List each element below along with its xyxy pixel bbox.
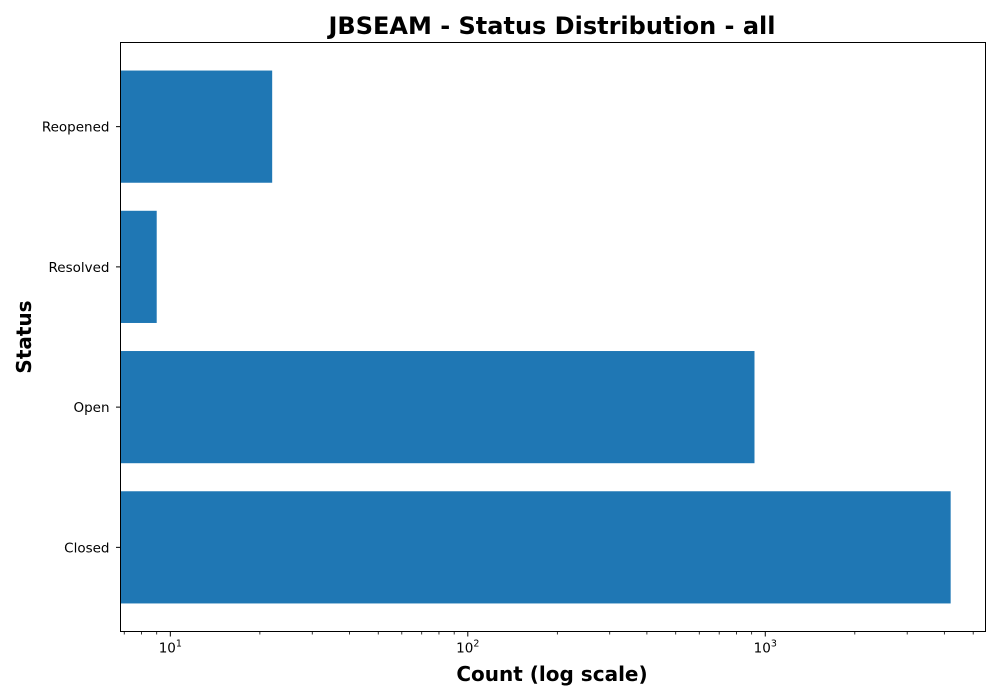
y-axis-ticks: Closed Open Resolved Reopened [42,120,121,556]
bar-reopened [120,70,273,183]
bars-group [120,70,951,604]
y-tick-label: Closed [64,540,109,556]
bar-resolved [120,210,157,323]
x-tick-label: 101 [159,639,182,657]
x-axis-ticks: 101 102 103 [123,631,974,657]
plot-frame [120,42,986,632]
x-tick-label: 102 [456,639,479,657]
bar-open [120,351,755,464]
y-tick-label: Resolved [49,260,110,276]
bar-closed [120,491,951,604]
y-axis-label: Status [12,300,36,373]
chart-title: JBSEAM - Status Distribution - all [326,12,775,40]
y-tick-label: Reopened [42,120,110,136]
x-tick-label: 103 [754,639,777,657]
x-axis-label: Count (log scale) [456,662,647,686]
y-tick-label: Open [73,400,109,416]
